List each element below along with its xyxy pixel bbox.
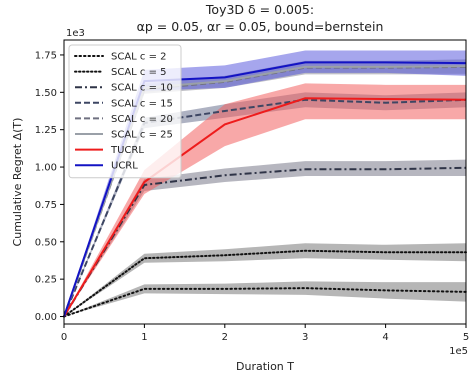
x-axis: 0 1 2 3 4 5: [61, 324, 469, 343]
x-multiplier: 1e5: [449, 346, 468, 357]
legend-label-scal-c-10: SCAL c = 10: [111, 83, 173, 94]
legend-box: [68, 44, 182, 179]
y-tick-label: 1.25: [35, 125, 57, 136]
line-tucrl: [63, 97, 467, 318]
legend-label-scal-c-20: SCAL c = 20: [111, 114, 173, 125]
band-scal-c-5: [64, 243, 466, 317]
legend-label-ucrl: UCRL: [111, 161, 138, 172]
chart-title-line2: αp = 0.05, αr = 0.05, bound=bernstein: [137, 19, 384, 34]
y-tick-label: 1.75: [35, 50, 57, 61]
line-scal-c-10: [63, 166, 467, 318]
legend-label-scal-c-2: SCAL c = 2: [111, 52, 167, 63]
y-tick-label: 1.00: [35, 163, 57, 174]
y-tick-label: 0.00: [35, 312, 57, 323]
x-tick-label: 0: [61, 332, 67, 343]
y-tick-label: 0.75: [35, 200, 57, 211]
y-multiplier: 1e3: [66, 28, 85, 39]
chart-title-line1: Toy3D δ = 0.005:: [205, 2, 314, 17]
legend-label-tucrl: TUCRL: [110, 145, 144, 156]
x-tick-label: 1: [141, 332, 147, 343]
legend-label-scal-c-5: SCAL c = 5: [111, 67, 167, 78]
y-tick-label: 0.25: [35, 275, 57, 286]
band-scal-c-2: [64, 281, 466, 317]
x-tick-label: 2: [222, 332, 228, 343]
legend: SCAL c = 2 SCAL c = 5 SCAL c = 10 SCAL c = …: [68, 44, 182, 179]
line-scal-c-5: [63, 249, 467, 318]
x-tick-label: 4: [382, 332, 388, 343]
legend-label-scal-c-15: SCAL c = 15: [111, 98, 173, 109]
band-tucrl: [64, 83, 466, 317]
y-tick-label: 1.50: [35, 88, 57, 99]
x-tick-label: 5: [463, 332, 469, 343]
line-scal-c-2: [63, 287, 467, 318]
band-scal-c-10: [64, 159, 466, 317]
plot-frame: [63, 39, 467, 325]
y-tick-label: 0.50: [35, 237, 57, 248]
x-tick-label: 3: [302, 332, 308, 343]
y-axis: 0.00 0.25 0.50 0.75 1.00 1.25 1.50 1.75: [35, 50, 64, 323]
y-axis-label: Cumulative Regret Δ(T): [11, 118, 24, 247]
x-axis-label: Duration T: [236, 360, 294, 373]
legend-label-scal-c-25: SCAL c = 25: [111, 130, 173, 141]
